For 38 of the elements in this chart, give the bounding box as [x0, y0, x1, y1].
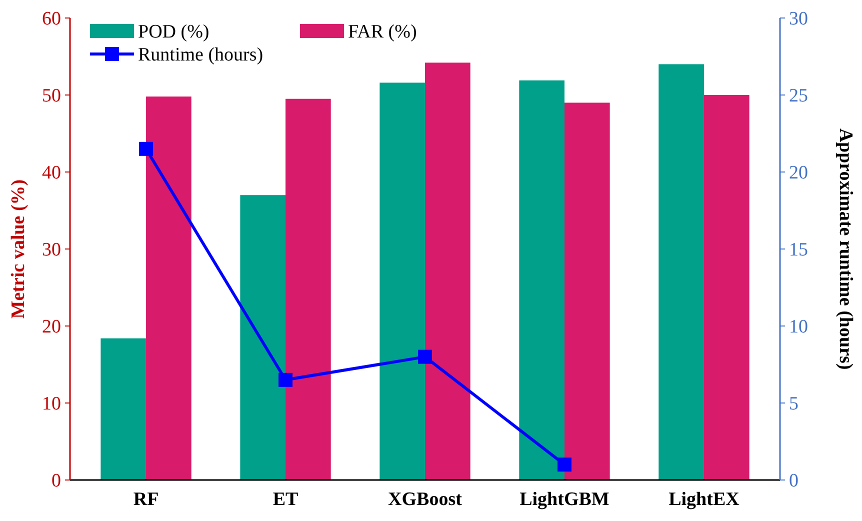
x-tick-label: LightGBM: [520, 489, 610, 510]
point: [418, 350, 432, 364]
bar: [519, 80, 564, 480]
point: [557, 458, 572, 472]
point: [139, 142, 154, 156]
y2-tick-label: 10: [789, 316, 808, 338]
y-tick-label: 50: [42, 86, 61, 107]
point: [278, 372, 293, 387]
bar: [425, 62, 470, 480]
y-tick-label: 10: [42, 394, 61, 415]
legend-label: FAR (%): [348, 22, 417, 43]
legend-label: Runtime (hours): [138, 44, 264, 66]
y-tick-label: 60: [42, 8, 61, 30]
y-axis-title: Metric value (%): [8, 179, 29, 319]
y2-tick-label: 25: [789, 86, 808, 107]
x-tick-label: ET: [272, 489, 299, 510]
y-tick-label: 0: [52, 470, 61, 492]
y2-axis-title: Approximate runtime (hours): [835, 128, 856, 370]
bar: [100, 338, 146, 480]
bar: [380, 82, 425, 480]
x-tick-label: RF: [133, 489, 159, 510]
bar: [286, 98, 331, 480]
y2-tick-label: 15: [789, 240, 808, 261]
y-tick-label: 40: [42, 162, 61, 184]
bar: [146, 96, 192, 480]
bar: [704, 95, 750, 480]
x-tick-label: LightEX: [668, 489, 740, 510]
x-tick-label: XGBoost: [388, 489, 463, 510]
bar: [658, 64, 704, 480]
legend-label: POD (%): [138, 22, 210, 43]
y2-tick-label: 5: [789, 394, 798, 415]
y2-tick-label: 30: [789, 8, 808, 30]
y-tick-label: 20: [42, 316, 61, 338]
y-tick-label: 30: [42, 240, 61, 261]
y2-tick-label: 0: [789, 470, 798, 492]
y2-tick-label: 20: [789, 162, 808, 184]
bar: [240, 195, 286, 480]
bar: [564, 102, 610, 480]
